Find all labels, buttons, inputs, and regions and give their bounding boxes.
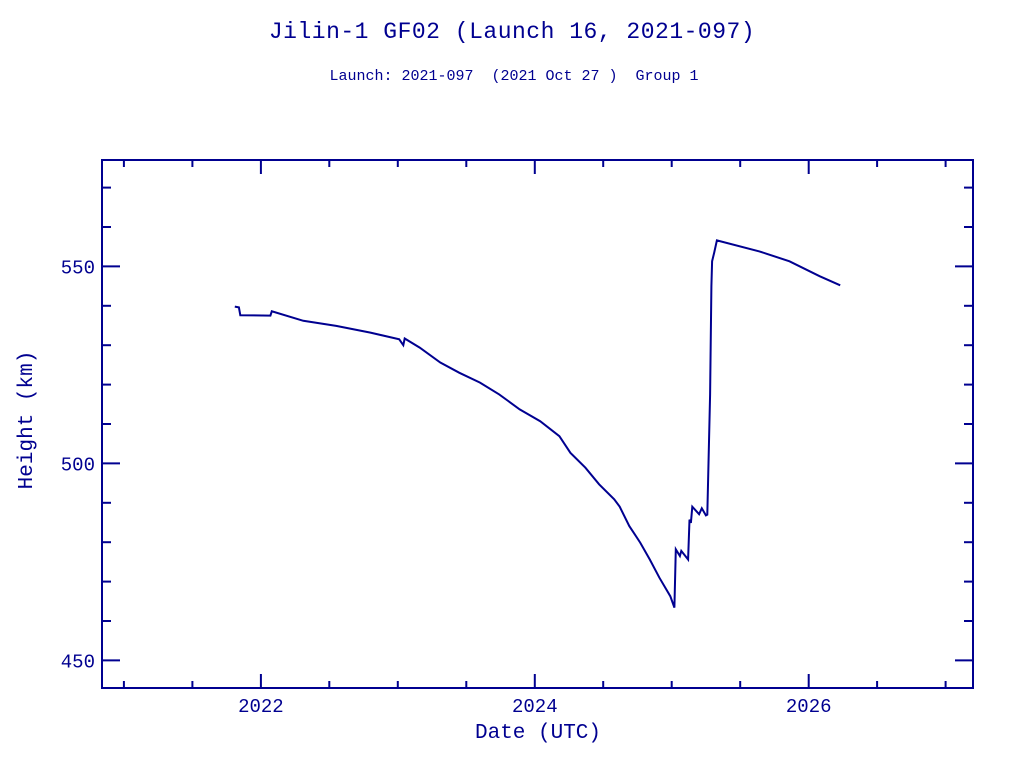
axis-ticks [103,161,972,687]
plot-border [101,159,974,689]
x-tick-label: 2026 [786,696,832,718]
y-tick-label: 550 [61,257,95,279]
height-series-polyline [234,239,841,608]
chart-subtitle: Launch: 2021-097 (2021 Oct 27 ) Group 1 [329,68,698,85]
x-tick-label: 2024 [512,696,558,718]
y-axis-label: Height (km) [16,351,39,490]
height-series-line [234,239,841,608]
chart-title: Jilin-1 GF02 (Launch 16, 2021-097) [269,19,755,45]
axis-tick-labels: 2022 2024 2026 450 500 550 [61,257,832,718]
y-tick-label: 450 [61,651,95,673]
y-tick-label: 500 [61,454,95,476]
x-axis-label: Date (UTC) [475,722,601,745]
x-tick-label: 2022 [238,696,284,718]
